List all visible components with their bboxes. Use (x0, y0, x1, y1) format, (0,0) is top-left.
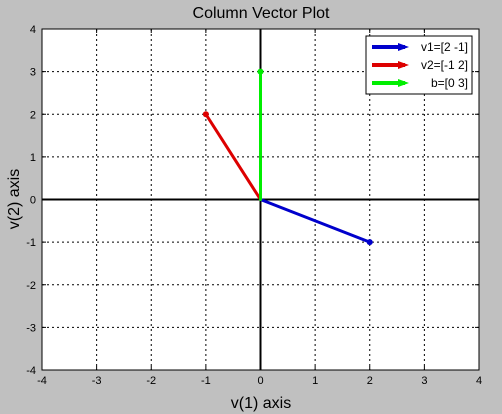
legend-label: v1=[2 -1] (421, 40, 468, 54)
y-tick-label: 3 (30, 67, 36, 79)
y-tick-label: -1 (26, 237, 36, 249)
x-tick-label: 4 (476, 375, 482, 387)
y-tick-label: 0 (30, 195, 36, 207)
x-axis-label: v(1) axis (231, 395, 291, 412)
y-axis-label: v(2) axis (6, 169, 23, 229)
vectors (202, 68, 373, 246)
legend: v1=[2 -1] v2=[-1 2] b=[0 3] (365, 35, 473, 95)
x-tick-label: 2 (367, 375, 373, 387)
vector-tip (202, 111, 209, 118)
x-tick-label: -3 (92, 375, 102, 387)
legend-arrowhead (398, 79, 409, 87)
y-tick-label: -4 (26, 365, 36, 377)
y-tick-label: -3 (26, 322, 36, 334)
x-tick-label: -4 (37, 375, 47, 387)
y-tick-label: 2 (30, 109, 36, 121)
x-tick-label: 1 (312, 375, 318, 387)
chart-title: Column Vector Plot (193, 5, 331, 22)
legend-arrowhead (398, 61, 409, 69)
x-tick-label: 3 (421, 375, 427, 387)
x-tick-label: 0 (257, 375, 263, 387)
x-tick-labels: -4 -3 -2 -1 0 1 2 3 4 (37, 29, 482, 387)
y-tick-label: 4 (30, 24, 36, 36)
legend-arrowhead (398, 43, 409, 51)
vector-tip (366, 239, 373, 246)
x-tick-label: -1 (201, 375, 211, 387)
x-tick-label: -2 (146, 375, 156, 387)
vector-tip (257, 68, 264, 75)
legend-label: v2=[-1 2] (421, 58, 468, 72)
legend-label: b=[0 3] (431, 76, 468, 90)
y-tick-labels: -4 -3 -2 -1 0 1 2 3 4 (26, 24, 479, 377)
y-tick-label: 1 (30, 152, 36, 164)
y-tick-label: -2 (26, 280, 36, 292)
vector-line (259, 198, 372, 244)
vector-line (204, 112, 262, 201)
